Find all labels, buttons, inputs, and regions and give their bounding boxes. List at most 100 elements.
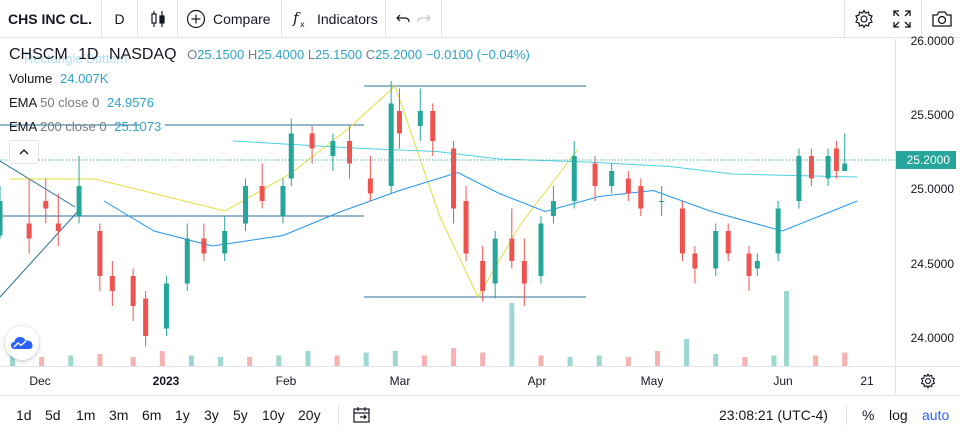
candle-body: [463, 201, 469, 254]
volume-bar: [713, 354, 719, 366]
high-key: H: [247, 47, 258, 62]
candle-body: [430, 111, 436, 141]
divider: [846, 405, 847, 425]
gear-icon: [854, 9, 874, 29]
range-1y-button[interactable]: 1y: [175, 407, 190, 423]
volume-bar: [538, 355, 544, 366]
drawing-label-ghost: Rectangle Bottom: [24, 51, 128, 66]
candle-body: [396, 111, 402, 134]
candle-body: [330, 141, 336, 156]
undo-icon[interactable]: [395, 11, 411, 27]
drawings-layer: [0, 85, 586, 299]
volume-bar: [159, 351, 165, 366]
candle-body: [280, 186, 286, 216]
candle-body: [309, 133, 315, 149]
time-axis[interactable]: Dec 2023 Feb Mar Apr May Jun 21: [0, 366, 960, 394]
log-scale-toggle[interactable]: log: [889, 407, 908, 423]
candle-body: [451, 148, 457, 209]
candle-body: [97, 231, 103, 276]
close-key: C: [365, 47, 376, 62]
price-label: 25.0000: [910, 182, 954, 196]
legend-volume-row[interactable]: Volume 24.007K: [9, 67, 530, 91]
date-range-button[interactable]: [352, 396, 372, 434]
range-1d-button[interactable]: 1d: [16, 407, 32, 423]
volume-bar: [39, 357, 45, 366]
volume-bar: [842, 352, 848, 366]
settings-button[interactable]: [844, 0, 883, 38]
candle-body: [659, 201, 665, 202]
volume-bar: [305, 351, 311, 366]
clock-timezone[interactable]: 23:08:21 (UTC-4): [719, 407, 828, 423]
volume-bar: [742, 357, 748, 366]
volume-bar: [654, 351, 660, 366]
volume-bar: [783, 291, 789, 366]
range-10y-button[interactable]: 10y: [262, 407, 285, 423]
candle-body: [417, 111, 423, 126]
candle-body: [509, 238, 515, 261]
compare-label: Compare: [213, 10, 271, 27]
range-6m-button[interactable]: 6m: [142, 407, 162, 423]
candle-body: [259, 186, 265, 201]
percent-scale-toggle[interactable]: %: [862, 407, 875, 423]
ema200-line: [232, 140, 858, 178]
volume-name: Volume: [9, 71, 53, 86]
screenshot-button[interactable]: [921, 0, 960, 38]
volume-bar: [188, 355, 194, 366]
auto-scale-toggle[interactable]: auto: [922, 407, 950, 423]
price-label: 25.5000: [910, 108, 954, 122]
candle-body: [163, 283, 169, 329]
volume-bar: [596, 355, 602, 366]
range-1m-button[interactable]: 1m: [76, 407, 96, 423]
price-axis[interactable]: 26.0000 25.5000 25.0000 24.5000 24.0000 …: [895, 34, 960, 366]
chevron-up-icon: [18, 148, 30, 156]
time-label: Apr: [527, 374, 547, 388]
legend-ticker[interactable]: CHSCM: [9, 46, 68, 63]
volume-bar: [218, 357, 224, 366]
range-20y-button[interactable]: 20y: [298, 407, 321, 423]
candle-body: [184, 238, 190, 284]
candles-layer: [0, 81, 848, 347]
volume-bar: [451, 348, 457, 366]
volume-bar: [68, 355, 74, 366]
candle-body: [130, 276, 136, 306]
volume-bar: [97, 354, 103, 366]
candle-body: [725, 231, 731, 254]
range-3y-button[interactable]: 3y: [204, 407, 219, 423]
candle-body: [609, 171, 615, 186]
range-5y-button[interactable]: 5y: [233, 407, 248, 423]
legend-collapse-button[interactable]: [9, 140, 39, 164]
range-3m-button[interactable]: 3m: [109, 407, 129, 423]
legend-main-row: CHSCM 1D NASDAQ O25.1500 H25.4000 L25.15…: [9, 43, 530, 67]
volume-bar: [625, 357, 631, 366]
gear-icon: [920, 372, 936, 389]
symbol-search-button[interactable]: CHS INC CL.: [0, 0, 102, 38]
candle-body: [388, 103, 394, 186]
time-label: Feb: [275, 374, 297, 388]
redo-icon[interactable]: [416, 11, 432, 27]
volume-bar: [363, 352, 369, 366]
candle-body: [796, 156, 802, 201]
fullscreen-button[interactable]: [883, 0, 921, 38]
interval-label: D: [114, 10, 125, 27]
range-5d-button[interactable]: 5d: [45, 407, 61, 423]
candle-body: [825, 156, 831, 179]
high-value: 25.4000: [257, 47, 305, 62]
candle-body: [625, 178, 631, 194]
candle-body: [201, 238, 207, 254]
candle-body: [0, 201, 3, 236]
interval-button[interactable]: D: [102, 0, 138, 38]
candle-body: [842, 163, 848, 171]
volume-bar: [276, 355, 282, 366]
candle-body: [692, 253, 698, 269]
legend-ema200-row[interactable]: EMA 200 close 0 25.1073: [9, 115, 530, 139]
axis-settings-button[interactable]: [895, 367, 960, 394]
time-label: May: [640, 374, 664, 388]
legend-ema50-row[interactable]: EMA 50 close 0 24.9576: [9, 91, 530, 115]
compare-button[interactable]: Compare: [178, 0, 282, 38]
svg-text:f: f: [292, 9, 301, 27]
tradingview-logo[interactable]: [5, 326, 39, 360]
candle-body: [347, 141, 353, 164]
chart-type-button[interactable]: [138, 0, 178, 38]
